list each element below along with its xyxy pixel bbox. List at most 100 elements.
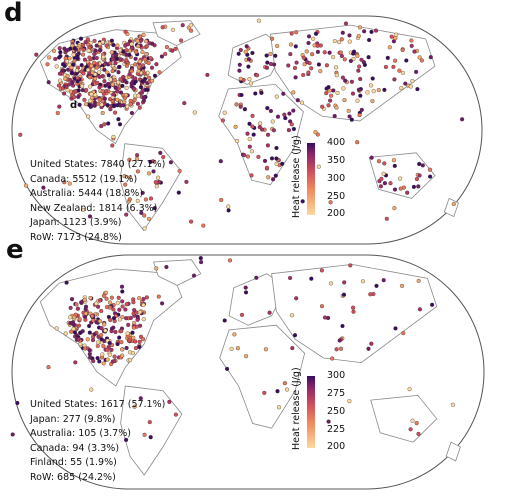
data-point bbox=[76, 323, 82, 328]
landmass-southAmerica bbox=[119, 143, 182, 231]
data-point bbox=[270, 119, 275, 124]
data-point bbox=[356, 87, 361, 92]
data-point bbox=[140, 63, 146, 68]
data-point bbox=[98, 48, 103, 53]
data-point bbox=[428, 174, 433, 179]
landmass-europe bbox=[227, 33, 286, 85]
data-point bbox=[137, 310, 142, 315]
data-point bbox=[359, 57, 364, 62]
data-point bbox=[306, 40, 311, 46]
colorbar-tick: 350 bbox=[327, 155, 346, 166]
data-point bbox=[69, 329, 74, 334]
data-point bbox=[79, 63, 84, 68]
data-point bbox=[392, 206, 397, 211]
data-point bbox=[80, 88, 85, 93]
data-point bbox=[95, 343, 100, 349]
data-point bbox=[128, 102, 133, 107]
data-point bbox=[247, 121, 252, 126]
data-point bbox=[318, 69, 323, 74]
data-point bbox=[280, 161, 285, 166]
data-point bbox=[123, 182, 128, 187]
data-point bbox=[398, 176, 403, 181]
data-point bbox=[87, 348, 92, 353]
data-point bbox=[86, 48, 91, 53]
colorbar-e bbox=[307, 376, 315, 448]
data-point bbox=[127, 72, 132, 77]
data-point bbox=[349, 117, 354, 122]
data-point bbox=[309, 276, 314, 281]
data-point bbox=[108, 317, 113, 323]
landmass-australia bbox=[370, 394, 438, 443]
data-point bbox=[34, 52, 39, 57]
data-point bbox=[415, 87, 420, 92]
data-point bbox=[72, 58, 77, 63]
data-point bbox=[105, 103, 110, 108]
data-point bbox=[104, 296, 109, 301]
data-point bbox=[136, 65, 141, 70]
data-point bbox=[154, 62, 159, 67]
data-point bbox=[242, 153, 247, 158]
data-point bbox=[226, 208, 231, 213]
data-point bbox=[383, 64, 388, 70]
data-point bbox=[316, 164, 321, 169]
data-point bbox=[70, 43, 75, 48]
data-point bbox=[147, 420, 152, 425]
data-point bbox=[148, 196, 154, 201]
data-point bbox=[369, 155, 374, 160]
data-point bbox=[104, 43, 109, 48]
data-point bbox=[427, 167, 433, 172]
stat-line: United States: 7840 (27.1%) bbox=[30, 159, 166, 170]
data-point bbox=[289, 122, 294, 127]
data-point bbox=[274, 94, 279, 99]
data-point bbox=[89, 387, 94, 392]
stat-line: Canada: 5512 (19.1%) bbox=[30, 173, 138, 185]
colorbar-tick: 200 bbox=[327, 441, 346, 452]
data-point bbox=[343, 78, 348, 83]
data-point bbox=[137, 339, 142, 344]
data-point bbox=[67, 56, 72, 61]
data-point bbox=[326, 419, 331, 424]
data-point bbox=[89, 95, 95, 100]
data-point bbox=[87, 330, 92, 335]
data-point bbox=[73, 360, 78, 365]
data-point bbox=[154, 266, 159, 271]
data-point bbox=[97, 97, 102, 102]
data-point bbox=[235, 138, 240, 144]
data-point bbox=[397, 68, 402, 73]
data-point bbox=[381, 171, 386, 176]
data-point bbox=[324, 91, 329, 96]
data-point bbox=[124, 437, 129, 442]
data-point bbox=[173, 412, 178, 417]
data-point bbox=[101, 361, 106, 366]
data-point bbox=[394, 32, 399, 37]
data-point bbox=[367, 37, 372, 43]
data-point bbox=[133, 339, 138, 344]
data-point bbox=[110, 82, 115, 87]
data-point bbox=[97, 319, 103, 324]
data-point bbox=[142, 76, 148, 82]
data-point bbox=[99, 326, 104, 331]
data-point bbox=[300, 199, 305, 204]
data-point bbox=[87, 55, 92, 60]
data-point bbox=[414, 176, 419, 182]
data-point bbox=[78, 342, 83, 347]
data-point bbox=[244, 44, 249, 49]
data-point bbox=[129, 110, 134, 116]
data-point bbox=[176, 190, 181, 195]
data-point bbox=[451, 201, 456, 207]
data-point bbox=[301, 72, 306, 78]
data-point bbox=[362, 62, 367, 67]
data-point bbox=[85, 37, 90, 42]
data-point bbox=[99, 333, 104, 338]
data-point bbox=[180, 23, 185, 28]
data-point bbox=[115, 89, 120, 94]
data-point bbox=[170, 48, 175, 53]
data-point bbox=[107, 305, 113, 310]
data-point bbox=[160, 301, 165, 306]
data-point bbox=[234, 102, 239, 107]
data-point bbox=[450, 402, 455, 407]
data-point bbox=[117, 335, 122, 340]
data-point bbox=[78, 36, 84, 41]
data-point bbox=[94, 55, 99, 61]
data-point bbox=[256, 18, 262, 23]
